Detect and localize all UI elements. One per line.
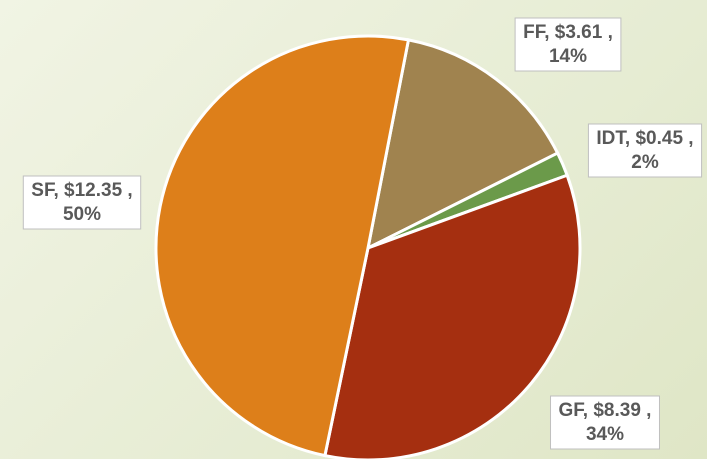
- label-line: SF, $12.35 ,: [31, 180, 132, 201]
- label-line: 50%: [63, 204, 101, 225]
- data-label: GF, $8.39 , 34%: [550, 395, 660, 450]
- label-box: [514, 17, 622, 72]
- label-line: GF, $8.39 ,: [559, 400, 652, 421]
- data-label: IDT, $0.45 , 2%: [587, 123, 703, 178]
- label-line: FF, $3.61 ,: [523, 22, 613, 43]
- label-line: 2%: [631, 152, 659, 173]
- label-box: [22, 175, 142, 230]
- data-label: FF, $3.61 , 14%: [514, 17, 622, 72]
- label-box: [550, 395, 660, 450]
- label-line: 14%: [549, 46, 587, 67]
- pie-slice: [365, 38, 560, 251]
- data-label: SF, $12.35 , 50%: [22, 175, 142, 230]
- label-text: SF, $12.35 , 50%: [31, 180, 132, 225]
- pie-slice: [154, 34, 411, 458]
- label-line: IDT, $0.45 ,: [596, 128, 693, 149]
- label-text: GF, $8.39 , 34%: [559, 400, 652, 445]
- label-line: 34%: [586, 424, 624, 445]
- label-text: IDT, $0.45 , 2%: [596, 128, 693, 173]
- label-text: FF, $3.61 , 14%: [523, 22, 613, 67]
- label-box: [587, 123, 703, 178]
